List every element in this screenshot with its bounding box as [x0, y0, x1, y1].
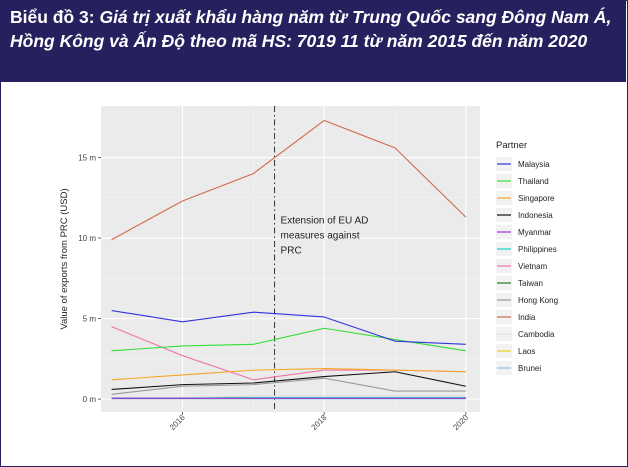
- legend-label-hong-kong: Hong Kong: [518, 296, 558, 305]
- y-tick-label: 15 m: [78, 154, 96, 163]
- legend-label-indonesia: Indonesia: [518, 211, 553, 220]
- legend-label-cambodia: Cambodia: [518, 330, 555, 339]
- legend-label-myanmar: Myanmar: [518, 228, 552, 237]
- legend-label-philippines: Philippines: [518, 245, 557, 254]
- annotation-text: Extension of EU AD: [281, 216, 369, 227]
- series-line-hong-kong: [111, 377, 466, 395]
- y-axis-title: Value of exports from PRC (USD): [59, 188, 70, 329]
- legend-label-thailand: Thailand: [518, 177, 549, 186]
- legend-label-india: India: [518, 313, 536, 322]
- legend-label-singapore: Singapore: [518, 194, 555, 203]
- series-line-cambodia: [111, 395, 466, 399]
- series-line-india: [111, 119, 467, 241]
- legend-label-taiwan: Taiwan: [518, 279, 543, 288]
- legend-label-brunei: Brunei: [518, 364, 541, 373]
- caption-prefix: Biểu đồ 3:: [10, 7, 100, 27]
- series-line-singapore: [111, 367, 466, 381]
- x-tick-label: 2018: [310, 413, 329, 432]
- caption-banner: Biểu đồ 3: Giá trị xuất khẩu hàng năm từ…: [0, 0, 626, 82]
- legend: Partner Malaysia Thailand Singapore Indones…: [496, 140, 558, 375]
- series-lines: [111, 119, 467, 400]
- legend-label-malaysia: Malaysia: [518, 160, 550, 169]
- plot-panel: [101, 106, 480, 412]
- annotation-text: measures against: [281, 231, 360, 242]
- annotation: Extension of EU AD measures against PRC: [274, 106, 369, 412]
- y-tick-label: 0 m: [83, 395, 97, 404]
- x-axis-ticks: 2016 2018 2020: [168, 412, 471, 432]
- y-tick-label: 10 m: [78, 234, 96, 243]
- legend-label-vietnam: Vietnam: [518, 262, 548, 271]
- legend-title: Partner: [496, 140, 527, 151]
- series-line-indonesia: [111, 371, 466, 390]
- caption-text: Biểu đồ 3: Giá trị xuất khẩu hàng năm từ…: [10, 6, 615, 53]
- annotation-text: PRC: [281, 246, 302, 257]
- y-tick-label: 5 m: [83, 315, 97, 324]
- x-tick-label: 2016: [168, 413, 187, 432]
- x-tick-label: 2020: [451, 413, 470, 432]
- caption-title: Giá trị xuất khẩu hàng năm từ Trung Quốc…: [10, 7, 612, 51]
- legend-label-laos: Laos: [518, 347, 535, 356]
- series-line-malaysia: [111, 309, 466, 345]
- line-chart: 0 m 5 m 10 m 15 m 2016 2018 2020 Extension of…: [59, 106, 558, 432]
- y-axis-ticks: 0 m 5 m 10 m 15 m: [78, 154, 101, 404]
